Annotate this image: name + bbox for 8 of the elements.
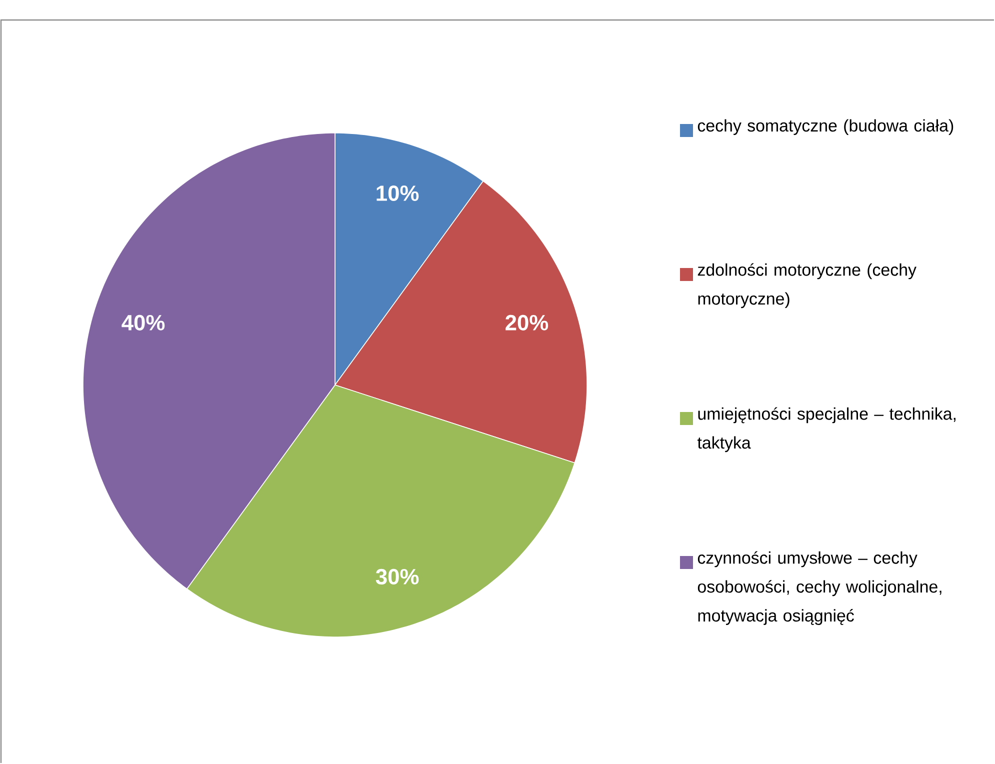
data-label: 40% [122,315,165,331]
legend-label: umiejętności specjalne – technika, taktyka [697,407,956,452]
data-label: 20% [506,315,548,331]
data-label: 10% [376,186,419,202]
legend-label: cechy somatyczne (budowa ciała) [698,119,954,136]
data-label: 30% [376,569,419,585]
legend-label: czynności umysłowe – cechy osobowości, cechy wolicjonalne, motywacja osiągnięć [698,551,942,626]
legend-label: zdolności motoryczne (cechy motoryczne) [698,263,916,308]
